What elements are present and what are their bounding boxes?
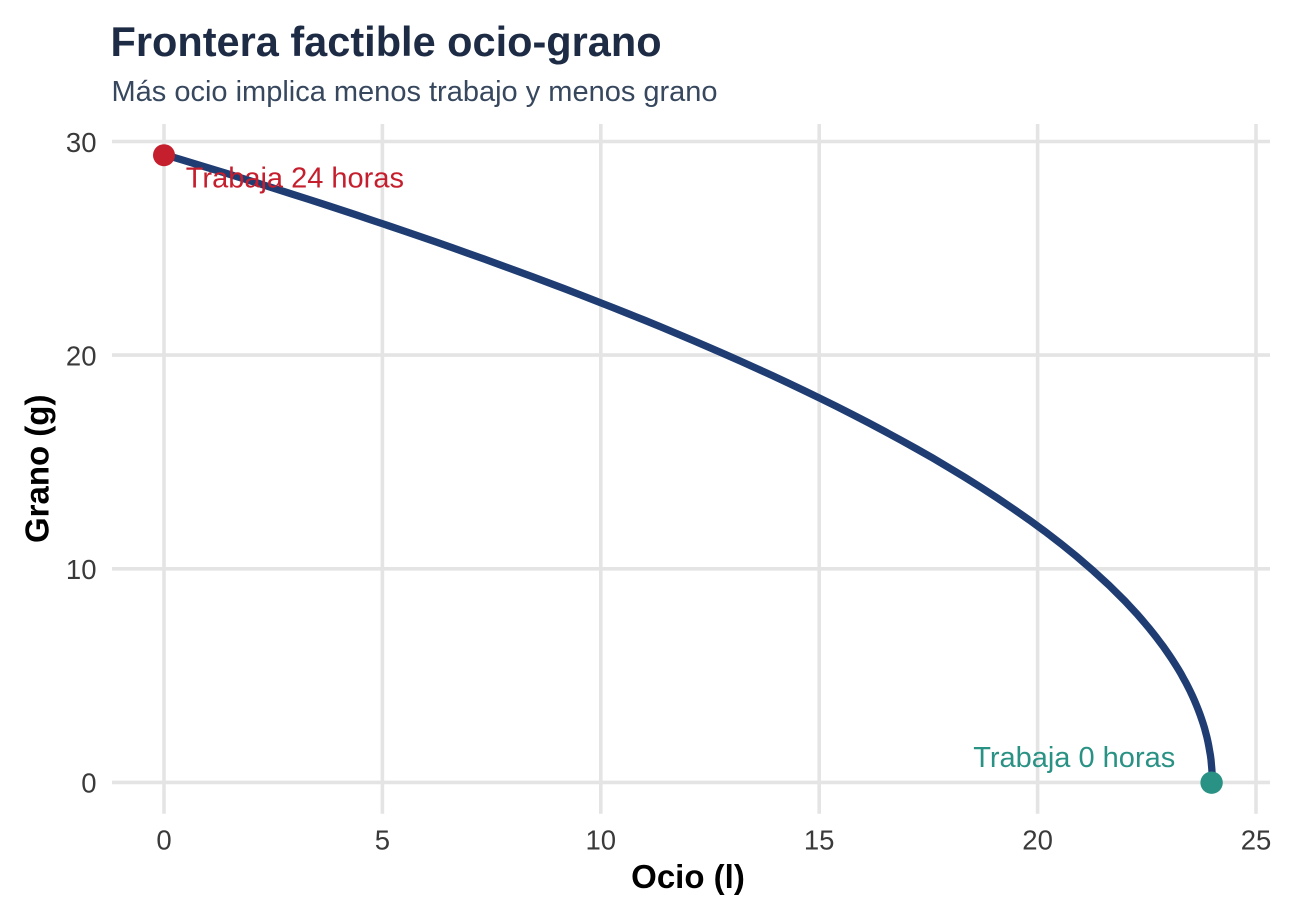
svg-text:Más ocio implica menos trabajo: Más ocio implica menos trabajo y menos g… — [112, 76, 718, 108]
svg-text:30: 30 — [66, 127, 97, 158]
svg-text:Trabaja 0 horas: Trabaja 0 horas — [973, 742, 1175, 774]
svg-text:Trabaja 24 horas: Trabaja 24 horas — [186, 163, 404, 195]
svg-text:20: 20 — [1022, 825, 1053, 856]
svg-text:0: 0 — [156, 825, 171, 856]
svg-text:Grano (g): Grano (g) — [18, 395, 55, 543]
svg-text:15: 15 — [804, 825, 835, 856]
svg-text:Ocio (l): Ocio (l) — [631, 858, 745, 895]
svg-text:20: 20 — [66, 340, 97, 371]
svg-text:5: 5 — [375, 825, 390, 856]
svg-text:10: 10 — [66, 554, 97, 585]
svg-text:25: 25 — [1241, 825, 1272, 856]
svg-text:Frontera factible ocio-grano: Frontera factible ocio-grano — [111, 18, 662, 65]
svg-text:10: 10 — [586, 825, 617, 856]
svg-text:0: 0 — [81, 768, 96, 799]
